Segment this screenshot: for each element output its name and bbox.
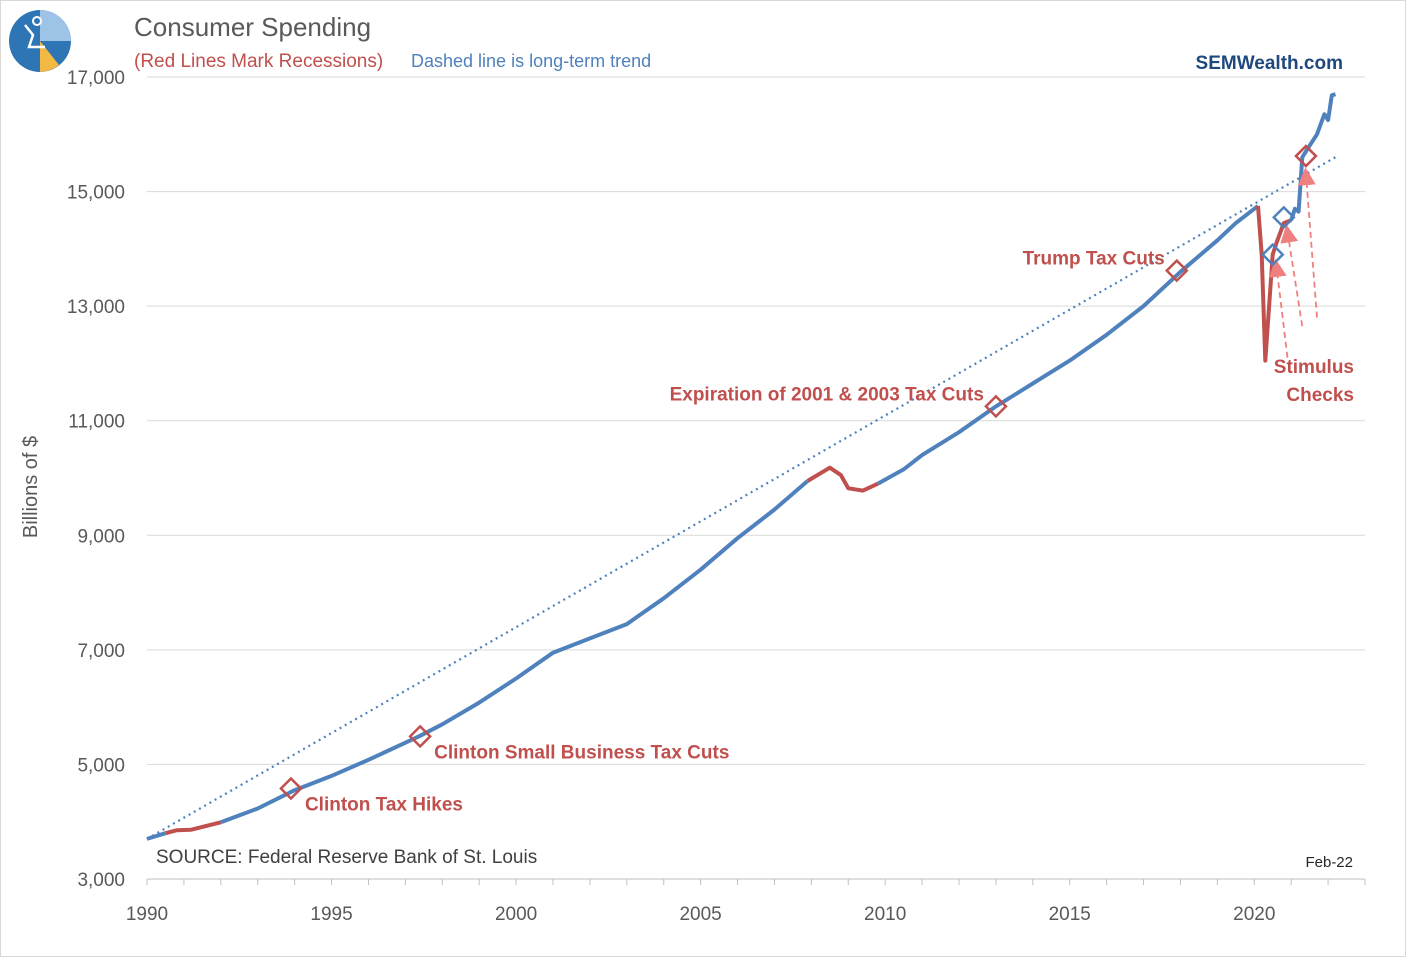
- x-tick-label: 2010: [864, 904, 906, 925]
- annotation-marker: [1294, 144, 1318, 168]
- series-segment: [146, 831, 167, 841]
- trend-note: Dashed line is long-term trend: [411, 51, 651, 71]
- stimulus-label-line2: Checks: [1286, 385, 1354, 406]
- y-tick-label: 17,000: [67, 68, 125, 89]
- trend-line-path: [146, 156, 1337, 840]
- spending-series: [146, 92, 1337, 841]
- series-segment: [1289, 92, 1337, 221]
- annotation-marker: [1260, 242, 1285, 267]
- x-axis-ticks: 1990 1995 2000 2005 2010 2015 2020: [126, 879, 1366, 925]
- annotation-marker: [1272, 205, 1296, 230]
- annotation-marker: [984, 394, 1008, 419]
- annotation-label: Clinton Small Business Tax Cuts: [434, 742, 729, 763]
- stimulus-arrow: [1280, 224, 1304, 327]
- trend-line: [146, 156, 1337, 840]
- stimulus-arrow: [1297, 167, 1318, 318]
- stimulus-arrow: [1268, 258, 1289, 358]
- date-label: Feb-22: [1305, 854, 1353, 871]
- y-tick-label: 13,000: [67, 297, 125, 318]
- x-tick-label: 1990: [126, 904, 168, 925]
- y-axis-ticks: 3,000 5,000 7,000 9,000 11,000 13,000 15,000 17…: [67, 68, 125, 891]
- stimulus-arrows: [1268, 167, 1318, 358]
- x-tick-label: 2005: [679, 904, 721, 925]
- annotation-label: Clinton Tax Hikes: [305, 794, 463, 815]
- series-segment: [876, 204, 1260, 486]
- y-tick-label: 7,000: [77, 641, 125, 662]
- x-tick-label: 2000: [495, 904, 537, 925]
- y-axis-label: Billions of $: [20, 436, 42, 538]
- series-segment: [220, 479, 810, 825]
- stimulus-label-line1: Stimulus: [1274, 357, 1354, 378]
- annotation-markers: Clinton Tax Hikes Clinton Small Business …: [279, 144, 1318, 815]
- recession-segment: [1256, 205, 1292, 363]
- annotation-marker: [279, 776, 303, 801]
- y-tick-label: 11,000: [68, 412, 125, 433]
- gridlines: [147, 76, 1365, 880]
- recession-segment: [806, 465, 879, 493]
- x-tick-label: 2015: [1049, 904, 1091, 925]
- y-tick-label: 15,000: [67, 183, 125, 204]
- y-tick-label: 3,000: [77, 870, 125, 891]
- chart-title: Consumer Spending: [134, 12, 371, 42]
- annotation-label: Trump Tax Cuts: [1023, 249, 1165, 270]
- recession-note: (Red Lines Mark Recessions): [134, 51, 383, 72]
- y-tick-label: 5,000: [77, 755, 125, 776]
- semwealth-logo: [9, 10, 71, 72]
- annotation-marker: [1164, 258, 1189, 283]
- source-label: SOURCE: Federal Reserve Bank of St. Loui…: [156, 847, 537, 868]
- recession-segment: [164, 820, 222, 836]
- annotation-label: Expiration of 2001 & 2003 Tax Cuts: [670, 384, 984, 405]
- annotation-marker: [408, 724, 432, 749]
- y-tick-label: 9,000: [77, 526, 125, 547]
- brand-label: SEMWealth.com: [1196, 53, 1343, 74]
- x-tick-label: 1995: [310, 904, 352, 925]
- x-tick-label: 2020: [1233, 904, 1275, 925]
